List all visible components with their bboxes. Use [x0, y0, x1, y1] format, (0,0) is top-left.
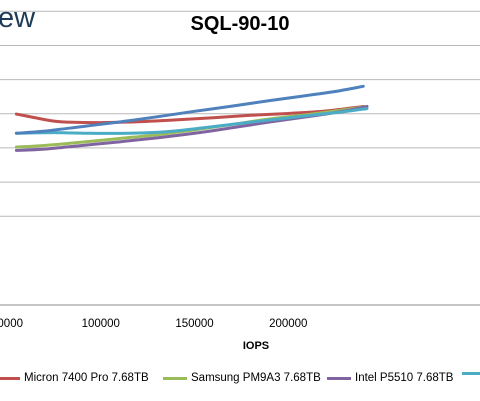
x-tick-label-1: 100000 [82, 318, 120, 330]
series-line-3 [14, 107, 369, 135]
legend-entry-1: Samsung PM9A3 7.68TB [163, 372, 321, 384]
legend-swatch [0, 376, 20, 380]
legend-label: Intel P5510 7.68TB [355, 372, 454, 384]
series-lines [14, 84, 369, 152]
legend-entry-0: Micron 7400 Pro 7.68TB [0, 372, 149, 384]
legend-label: Samsung PM9A3 7.68TB [191, 372, 321, 384]
legend-label: Micron 7400 Pro 7.68TB [24, 372, 149, 384]
legend-swatch [327, 376, 351, 380]
x-tick-label-2: 150000 [175, 318, 213, 330]
gridlines [0, 10, 480, 306]
series-line-0 [14, 104, 365, 125]
brand-logo-text: ew [0, 2, 36, 34]
legend-entry-3 [462, 372, 480, 375]
x-tick-label-0: 50000 [0, 318, 23, 330]
x-tick-label-3: 200000 [269, 318, 307, 330]
x-tick-labels: 50000 100000 150000 200000 [0, 318, 307, 330]
legend-swatch [163, 376, 187, 380]
x-axis-label: IOPS [243, 340, 269, 352]
chart-title: SQL-90-10 [190, 13, 290, 35]
legend-entry-2: Intel P5510 7.68TB [327, 372, 453, 384]
series-line-4 [14, 84, 365, 135]
chart-legend: Micron 7400 Pro 7.68TB Samsung PM9A3 7.68… [0, 372, 480, 390]
legend-swatch [462, 372, 480, 375]
